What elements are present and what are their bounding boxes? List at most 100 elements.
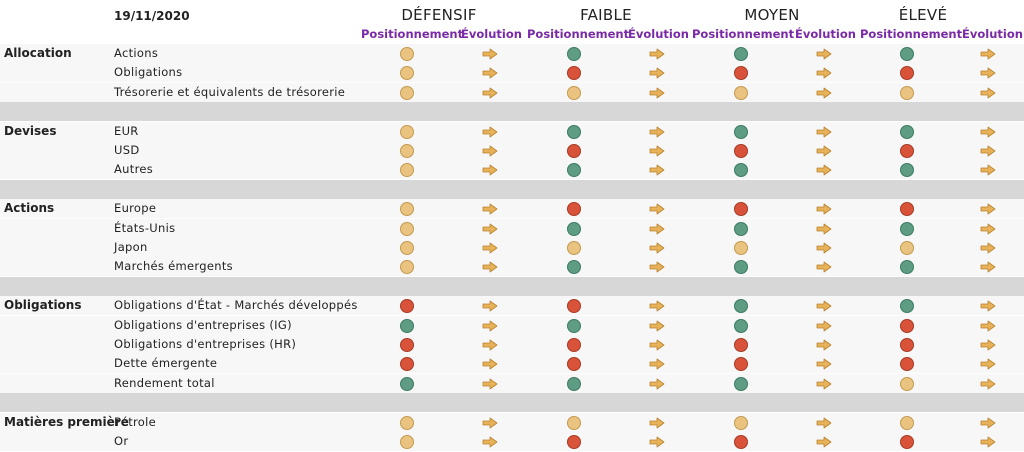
arrow-right-icon [980, 339, 996, 351]
circle-status-icon [567, 357, 581, 372]
arrow-right-icon [482, 242, 498, 254]
arrow-right-icon [482, 48, 498, 60]
row-label: Actions [114, 46, 159, 60]
circle-status-icon [400, 338, 414, 352]
arrow-right-icon [649, 126, 665, 137]
arrow-right-icon [816, 242, 832, 254]
arrow-right-icon [649, 242, 665, 254]
circle-status-icon [900, 318, 914, 333]
arrow-right-icon [482, 358, 498, 370]
arrow-right-icon [980, 261, 996, 273]
arrow-right-icon [980, 203, 996, 215]
arrow-right-icon [482, 436, 498, 448]
positionnement-header: Positionnement [527, 27, 630, 41]
arrow-right-icon [482, 223, 498, 234]
circle-status-icon [900, 163, 914, 178]
circle-status-icon [400, 299, 414, 314]
arrow-right-icon [816, 126, 832, 137]
arrow-right-icon [649, 145, 665, 157]
circle-status-icon [400, 66, 414, 81]
row-label: Rendement total [114, 375, 215, 390]
circle-status-icon [900, 144, 914, 158]
row-label: Obligations d'État - Marchés développés [114, 298, 358, 313]
circle-status-icon [400, 47, 414, 61]
arrow-right-icon [482, 164, 498, 176]
table-row: Obligations [0, 63, 1024, 83]
arrow-right-icon [980, 67, 996, 79]
row-label: Or [114, 434, 129, 448]
section-separator [0, 276, 1024, 296]
circle-status-icon [400, 318, 414, 333]
circle-status-icon [900, 299, 914, 314]
row-label: Marchés émergents [114, 259, 233, 274]
circle-status-icon [567, 241, 581, 255]
table-row: Obligations d'entreprises (IG) [0, 315, 1024, 335]
circle-status-icon [734, 260, 748, 275]
arrow-right-icon [980, 320, 996, 331]
circle-status-icon [734, 241, 748, 255]
arrow-right-icon [980, 358, 996, 370]
arrow-right-icon [649, 223, 665, 234]
circle-status-icon [400, 357, 414, 372]
section-title: Obligations [4, 298, 82, 313]
positionnement-header: Positionnement [860, 27, 963, 41]
table-row: Allocation généraleActions [0, 44, 1024, 79]
circle-status-icon [567, 221, 581, 236]
circle-status-icon [734, 163, 748, 178]
arrow-right-icon [816, 223, 832, 234]
table-row: Japon [0, 238, 1024, 257]
circle-status-icon [567, 318, 581, 333]
table-row: USD [0, 141, 1024, 160]
arrow-right-icon [816, 261, 832, 273]
circle-status-icon [900, 241, 914, 255]
arrow-right-icon [482, 203, 498, 215]
arrow-right-icon [649, 339, 665, 351]
date-label: 19/11/2020 [114, 9, 190, 23]
circle-status-icon [900, 260, 914, 275]
row-label: Obligations d'entreprises (HR) [114, 337, 297, 351]
circle-status-icon [567, 202, 581, 217]
circle-status-icon [400, 260, 414, 275]
arrow-right-icon [816, 436, 832, 448]
circle-status-icon [567, 299, 581, 314]
table-row: Autres [0, 160, 1024, 180]
row-label: USD [114, 143, 140, 157]
arrow-right-icon [816, 87, 832, 99]
arrow-right-icon [482, 300, 498, 312]
positionnement-header: Positionnement [361, 27, 464, 41]
circle-status-icon [400, 221, 414, 236]
circle-status-icon [734, 357, 748, 372]
arrow-right-icon [649, 203, 665, 215]
row-label: Autres [114, 162, 154, 177]
arrow-right-icon [816, 417, 832, 428]
circle-status-icon [567, 66, 581, 81]
row-label: Obligations d'entreprises (IG) [114, 317, 292, 332]
arrow-right-icon [482, 145, 498, 157]
table-row: Devises EUR [0, 121, 1024, 141]
arrow-right-icon [649, 358, 665, 370]
circle-status-icon [400, 376, 414, 391]
table-row: Matières première Pétrole [0, 412, 1024, 432]
circle-status-icon [567, 376, 581, 391]
arrow-right-icon [980, 48, 996, 60]
arrow-right-icon [482, 87, 498, 99]
arrow-right-icon [482, 339, 498, 351]
table-row: Obligations d'entreprises (HR) [0, 335, 1024, 354]
arrow-right-icon [649, 261, 665, 273]
evolution-header: Évolution [962, 27, 1023, 41]
arrow-right-icon [816, 339, 832, 351]
table-row: Marchés émergents [0, 257, 1024, 277]
arrow-right-icon [482, 320, 498, 331]
circle-status-icon [900, 435, 914, 449]
circle-status-icon [567, 338, 581, 352]
arrow-right-icon [980, 436, 996, 448]
row-label: Japon [114, 240, 148, 254]
circle-status-icon [400, 85, 414, 100]
arrow-right-icon [482, 126, 498, 137]
section-separator [0, 393, 1024, 413]
arrow-right-icon [980, 145, 996, 157]
arrow-right-icon [649, 67, 665, 79]
evolution-header: Évolution [461, 27, 522, 41]
circle-status-icon [400, 241, 414, 255]
